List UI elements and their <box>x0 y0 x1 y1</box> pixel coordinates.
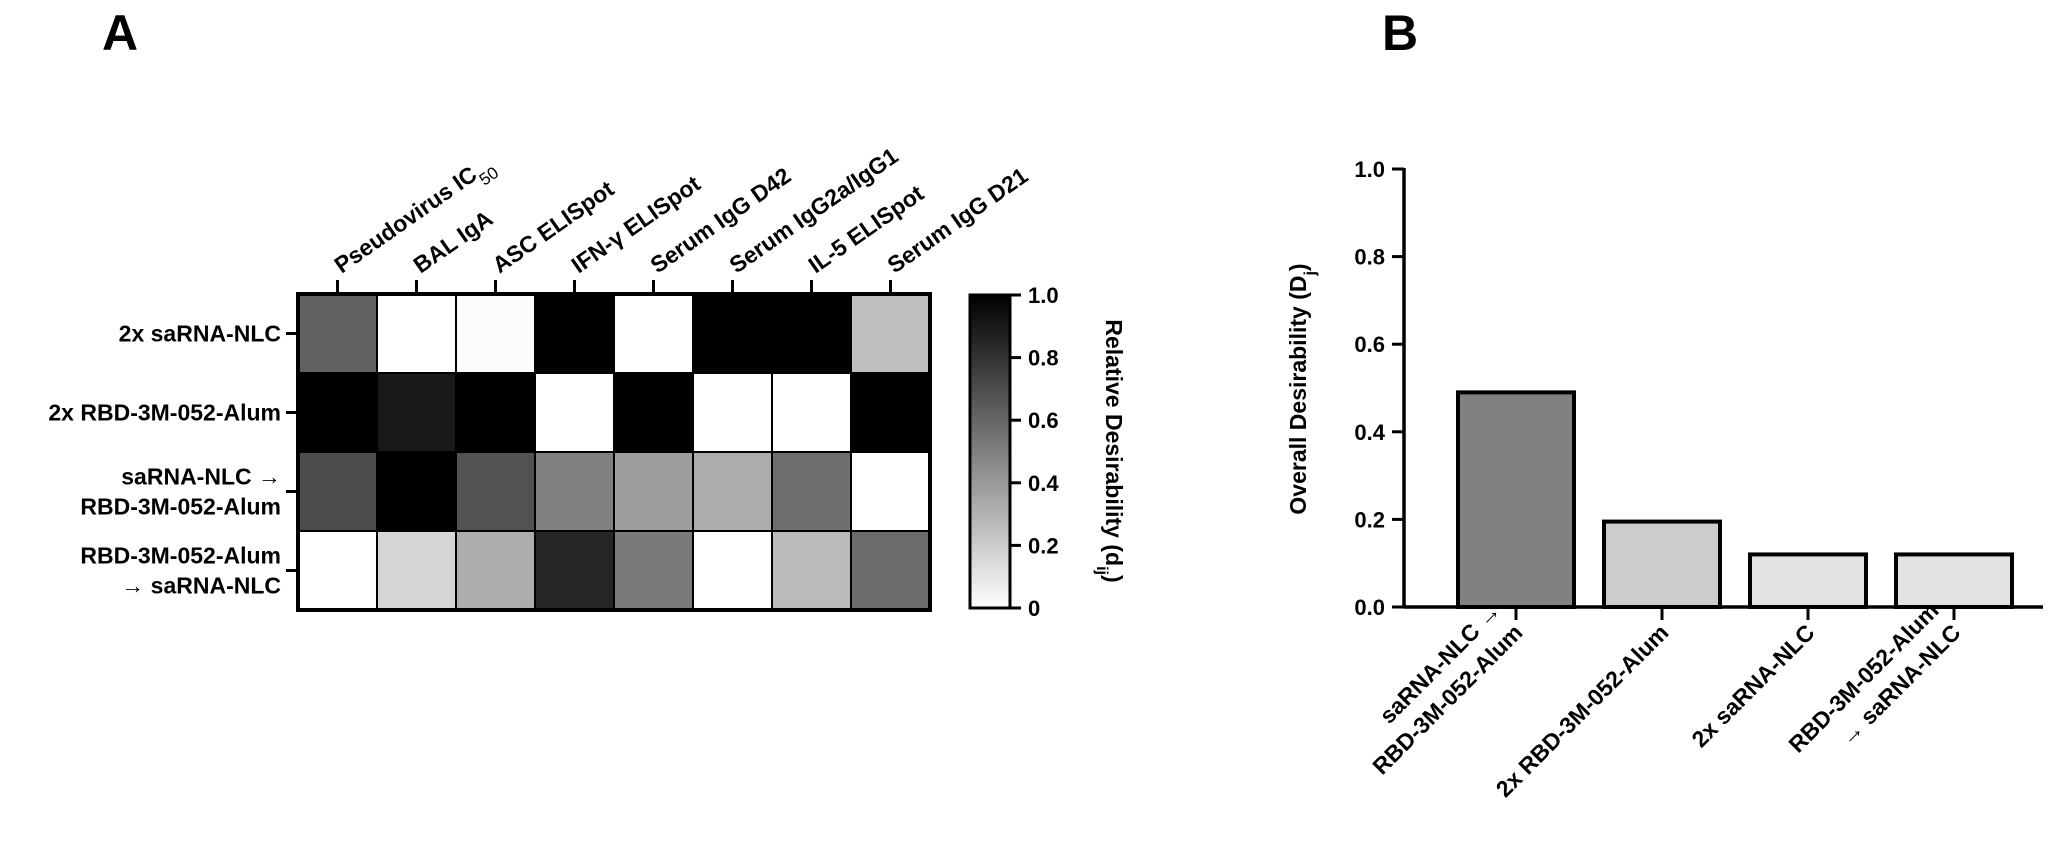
bar <box>1894 552 2014 610</box>
bar-y-tick-label: 0.0 <box>1354 595 1385 620</box>
heatmap-cell <box>613 451 694 532</box>
heatmap-row-label: → saRNA-NLC <box>121 573 281 599</box>
heatmap-border <box>296 292 932 612</box>
heatmap-cell <box>692 530 773 611</box>
colorbar-tick-label: 0.4 <box>1028 471 1059 496</box>
heatmap-cell <box>850 293 931 374</box>
heatmap-cell <box>692 451 773 532</box>
heatmap-cell <box>692 293 773 374</box>
colorbar-title: Relative Desirability (dij) <box>1094 319 1128 582</box>
heatmap-cell <box>613 293 694 374</box>
bar-y-tick-label: 0.6 <box>1354 332 1385 357</box>
heatmap-cell <box>850 530 931 611</box>
bar-y-axis-title: Overall Desirability (Dj) <box>1285 263 1319 514</box>
bar <box>1748 552 1868 610</box>
colorbar-tick-label: 0.6 <box>1028 408 1059 433</box>
colorbar-tick-label: 0.2 <box>1028 533 1059 558</box>
heatmap-cell <box>297 372 378 453</box>
heatmap-cell <box>771 372 852 453</box>
bar-y-tick-label: 0.2 <box>1354 507 1385 532</box>
bar-y-tick-label: 1.0 <box>1354 157 1385 182</box>
heatmap-cell <box>376 451 457 532</box>
panel-letter-a: A <box>102 5 138 61</box>
heatmap-cell <box>613 372 694 453</box>
heatmap-cell <box>376 293 457 374</box>
heatmap-cell <box>613 530 694 611</box>
colorbar-tick-label: 0.8 <box>1028 346 1059 371</box>
heatmap-cell <box>534 451 615 532</box>
colorbar-tick-label: 0 <box>1028 596 1040 621</box>
heatmap-cell <box>692 372 773 453</box>
heatmap-cell <box>455 451 536 532</box>
heatmap-cell <box>534 530 615 611</box>
heatmap-cell <box>376 530 457 611</box>
bar <box>1456 390 1576 609</box>
heatmap-cell <box>455 293 536 374</box>
colorbar-tick-label: 1.0 <box>1028 283 1059 308</box>
heatmap-column-label: Serum IgG D21 <box>882 162 1032 278</box>
heatmap-cell <box>771 530 852 611</box>
bar-y-tick-label: 0.4 <box>1354 420 1385 445</box>
bar <box>1602 519 1722 610</box>
heatmap-cell <box>771 293 852 374</box>
heatmap-row-label: saRNA-NLC → <box>121 464 281 490</box>
heatmap-cell <box>297 293 378 374</box>
heatmap-row-label: 2x RBD-3M-052-Alum <box>48 400 281 426</box>
heatmap-cell <box>297 530 378 611</box>
heatmap-cell <box>297 451 378 532</box>
heatmap-cell <box>850 451 931 532</box>
heatmap-row-label: RBD-3M-052-Alum <box>80 494 281 520</box>
heatmap-cell <box>771 451 852 532</box>
heatmap-cell <box>455 372 536 453</box>
heatmap-colorbar: 0 0.2 0.4 0.6 0.8 1.0 Relative Desirability (d… <box>968 283 1128 621</box>
heatmap-row-label: RBD-3M-052-Alum <box>80 543 281 569</box>
heatmap-cell <box>376 372 457 453</box>
heatmap-cell <box>534 372 615 453</box>
heatmap-column-label: Serum IgG D42 <box>645 162 795 278</box>
panel-letter-b: B <box>1382 5 1418 61</box>
bar-chart-panel: 0.0 0.2 0.4 0.6 0.8 1.0 Overall Desirability (… <box>1285 157 2043 802</box>
heatmap-cell <box>850 372 931 453</box>
heatmap-cell <box>534 293 615 374</box>
heatmap-row-label: 2x saRNA-NLC <box>119 321 281 347</box>
colorbar-gradient <box>968 293 1012 610</box>
bar-y-tick-label: 0.8 <box>1354 245 1385 270</box>
heatmap-cell <box>455 530 536 611</box>
